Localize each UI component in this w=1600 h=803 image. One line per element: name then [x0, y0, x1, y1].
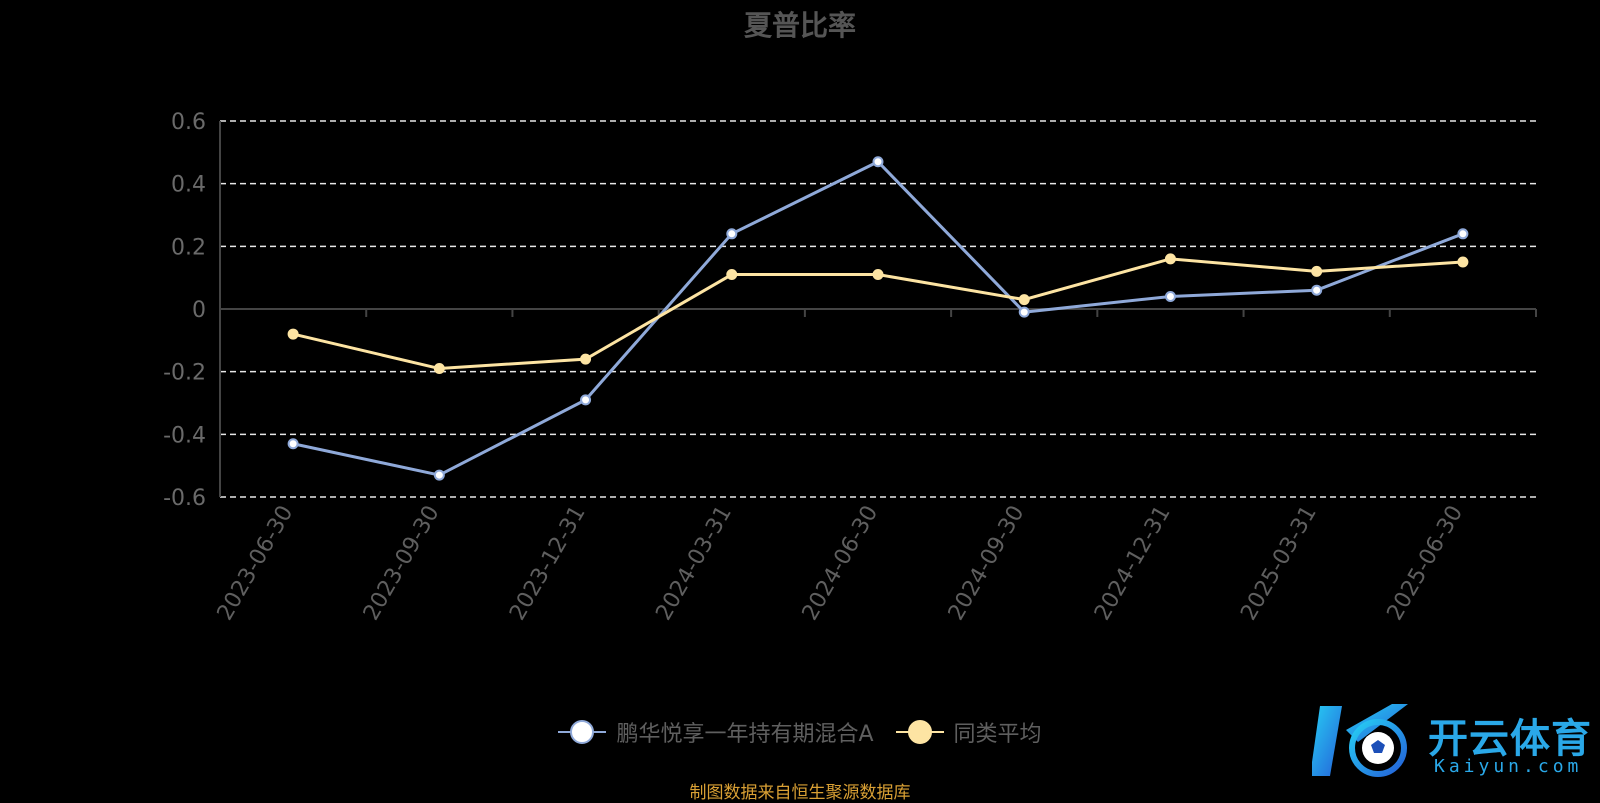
brand-name: 开云体育: [1428, 716, 1592, 762]
legend-item-series-2[interactable]: 同类平均: [895, 716, 1042, 748]
data-point-series-2: [1311, 265, 1323, 277]
y-tick-label: 0: [192, 298, 206, 323]
y-tick-label: 0.6: [171, 110, 206, 135]
legend: 鹏华悦享一年持有期混合A 同类平均: [0, 716, 1600, 748]
data-point-series-2: [872, 269, 884, 281]
legend-label-series-1: 鹏华悦享一年持有期混合A: [616, 722, 874, 747]
legend-swatch-series-1: [558, 718, 607, 746]
y-tick-label: -0.2: [163, 361, 206, 386]
axis-layer: [219, 121, 1537, 497]
data-point-series-1: [433, 469, 445, 481]
brand-domain: Kaiyun.com: [1434, 756, 1583, 777]
y-tick-label: 0.4: [171, 173, 206, 198]
data-point-series-2: [433, 363, 445, 375]
x-tick-label: 2025-06-30: [1383, 502, 1469, 625]
data-point-series-2: [1018, 294, 1030, 306]
x-tick-label: 2025-03-31: [1236, 502, 1322, 625]
data-point-series-1: [1311, 284, 1323, 296]
series-line-1: [292, 159, 1464, 477]
x-tick-label: 2023-09-30: [359, 502, 445, 625]
source-note: 制图数据来自恒生聚源数据库: [689, 783, 911, 803]
data-point-series-2: [1164, 253, 1176, 265]
data-point-series-2: [1457, 256, 1469, 268]
chart-title: 夏普比率: [743, 9, 856, 42]
data-point-series-2: [726, 269, 738, 281]
data-point-series-1: [872, 156, 884, 168]
data-point-series-2: [580, 353, 592, 365]
brand-logo: 开云体育 Kaiyun.com: [1310, 700, 1592, 782]
x-tick-label: 2024-09-30: [944, 502, 1030, 625]
x-tick-label: 2024-06-30: [798, 502, 884, 625]
data-point-series-1: [1018, 306, 1030, 318]
data-point-series-1: [726, 228, 738, 240]
data-point-series-1: [580, 394, 592, 406]
series-layer: [287, 156, 1469, 481]
data-point-series-2: [287, 328, 299, 340]
legend-item-series-1[interactable]: 鹏华悦享一年持有期混合A: [558, 716, 874, 748]
data-point-series-1: [1457, 228, 1469, 240]
x-tick-label: 2023-06-30: [213, 502, 299, 625]
data-point-series-1: [287, 438, 299, 450]
x-tick-label: 2023-12-31: [505, 502, 591, 625]
x-tick-label: 2024-03-31: [651, 502, 737, 625]
x-tick-label: 2024-12-31: [1090, 502, 1176, 625]
legend-swatch-series-2: [895, 718, 944, 746]
soccer-ball-icon: [1310, 704, 1408, 777]
y-tick-label: -0.4: [163, 423, 206, 448]
y-tick-label: -0.6: [163, 486, 206, 511]
legend-label-series-2: 同类平均: [953, 722, 1042, 747]
tick-label-layer: 0.6 0.4 0.2 0 -0.2 -0.4 -0.6 2023-06-30 2023-09-…: [163, 110, 1468, 625]
data-point-series-1: [1164, 290, 1176, 302]
y-tick-label: 0.2: [171, 235, 206, 260]
